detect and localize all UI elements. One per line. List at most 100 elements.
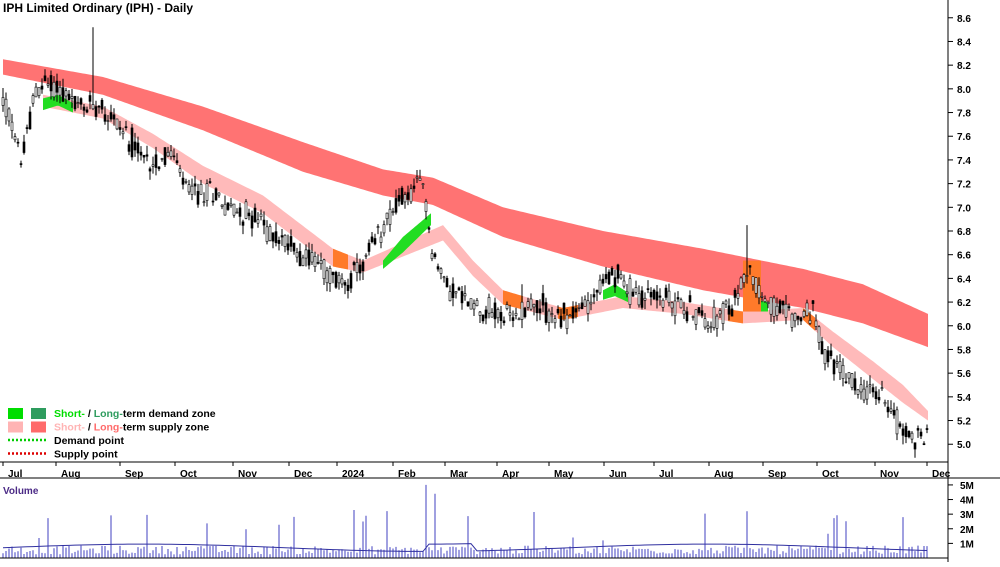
candle-body [514,312,518,316]
candle-body [466,301,470,307]
candle [487,293,491,319]
candle [841,358,845,387]
candle [34,83,38,98]
candle-body [424,201,428,212]
candle [580,296,584,310]
candle-body [733,289,737,298]
candle [274,222,278,247]
candle-body [652,289,656,300]
candle-body [505,304,509,309]
candle [625,284,629,298]
candle [247,208,251,221]
candle-body [340,278,344,285]
candle [607,269,611,285]
candle-body [70,96,74,99]
candle [253,203,257,223]
candle [259,209,263,221]
candle [157,166,161,172]
candle-body [616,264,620,279]
candle [805,299,809,317]
candle-body [94,106,98,117]
candle [214,187,218,201]
candle-body [223,203,227,216]
x-tick-label: May [554,469,574,480]
candle [403,191,407,209]
candle [781,300,785,315]
candle-body [706,325,710,329]
candle [655,285,659,309]
candle-body [859,384,863,393]
candle [430,249,434,262]
candle [298,243,302,267]
candle [724,299,728,309]
candle-body [229,203,233,207]
candle [205,179,209,207]
candle [682,301,686,320]
candle-body [895,409,899,435]
candle [568,314,572,317]
candle-body [559,315,563,328]
candle [343,280,347,295]
volume-average-line [2,543,928,552]
candle [424,198,428,220]
candle [808,311,812,326]
candle-body [133,141,137,151]
candle [277,236,281,251]
candle [85,106,89,114]
candle [556,305,560,315]
candle [115,118,119,131]
candle-body [703,318,707,328]
candles [1,27,929,458]
candle [94,100,98,121]
candle-body [547,310,551,323]
candle-body [463,293,467,297]
candle-body [478,311,482,316]
candle-body [238,207,242,217]
candle-body [430,253,434,260]
candle-body [826,350,830,363]
candle [514,307,518,320]
candle [295,247,299,263]
y-tick-label: 5.0 [957,440,971,451]
candle-body [730,308,734,317]
candle [361,259,365,280]
candle-body [565,314,569,329]
candle-body [280,235,284,238]
candle-body [406,192,410,200]
candle [637,285,641,308]
candle [469,298,473,310]
candle-body [688,295,692,303]
x-tick-label: Sep [125,469,143,480]
candle [118,120,122,136]
candle-body [880,387,884,389]
candle-body [904,426,908,438]
candle-body [1,97,5,106]
candle-body [385,212,389,220]
candle-body [190,185,194,195]
candle [256,212,260,228]
volume-tick-label: 1M [960,539,974,550]
candle-body [52,81,56,98]
candle-body [607,271,611,285]
candle [49,70,53,100]
volume-tick-label: 5M [960,481,974,492]
x-tick-label: Jul [8,469,23,480]
candle-body [232,203,236,216]
candle [382,220,386,237]
candle [433,252,437,260]
candle-body [250,215,254,229]
candle [577,303,581,312]
candle [394,189,398,215]
candle [592,288,596,305]
y-tick-label: 6.6 [957,251,971,262]
candle-body [820,341,824,355]
candle [445,275,449,288]
candle [142,154,146,164]
candle-body [124,126,128,128]
candle [235,208,239,214]
candle-body [793,313,797,322]
candle-body [901,428,905,436]
candle-body [103,114,107,122]
candle [823,349,827,371]
candle-body [109,112,113,120]
